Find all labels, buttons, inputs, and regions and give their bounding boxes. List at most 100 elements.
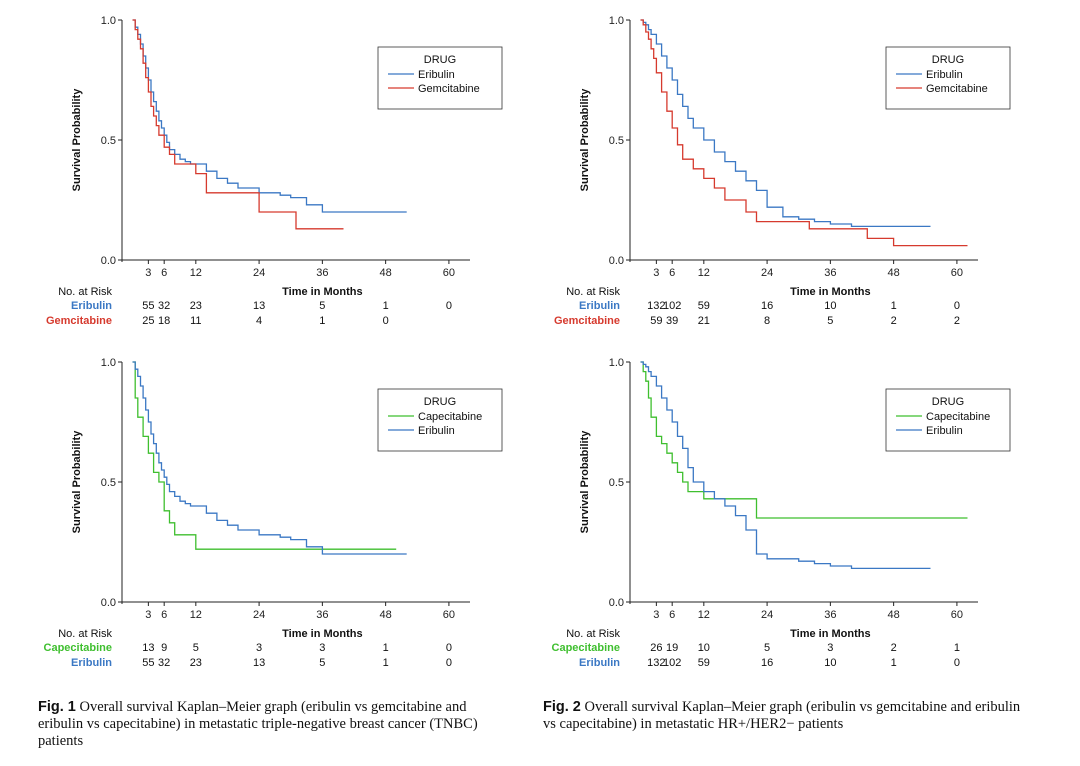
x-tick-label: 6 [161, 267, 167, 279]
risk-value: 5 [193, 642, 199, 654]
x-axis-label: Time in Months [282, 628, 362, 640]
x-tick-label: 36 [824, 609, 836, 621]
risk-row-label: Gemcitabine [554, 315, 620, 327]
legend-entry-eribulin: Eribulin [926, 425, 963, 437]
x-tick-label: 48 [888, 267, 900, 279]
risk-table-header: No. at Risk [58, 286, 112, 298]
risk-value: 1 [319, 315, 325, 327]
x-tick-label: 3 [653, 267, 659, 279]
x-tick-label: 48 [380, 267, 392, 279]
legend-title: DRUG [424, 396, 456, 408]
risk-value: 59 [698, 657, 710, 669]
risk-value: 32 [158, 657, 170, 669]
x-tick-label: 36 [316, 609, 328, 621]
figure-1-label: Fig. 1 [38, 699, 76, 715]
risk-value: 132 [647, 300, 665, 312]
series-line-capecitabine [640, 361, 968, 519]
x-tick-label: 6 [161, 609, 167, 621]
y-axis-label: Survival Probability [71, 430, 83, 534]
risk-value: 0 [446, 300, 452, 312]
figure-2-text: Overall survival Kaplan–Meier graph (eri… [543, 699, 1021, 732]
y-tick-label: 0.5 [101, 477, 116, 489]
risk-value: 5 [319, 657, 325, 669]
x-tick-label: 48 [380, 609, 392, 621]
risk-row-label: Capecitabine [44, 642, 112, 654]
risk-value: 2 [891, 642, 897, 654]
series-line-eribulin [640, 361, 931, 570]
risk-row-label: Capecitabine [552, 642, 620, 654]
km-chart-1: 0.0 0.5 1.0 3 6 12 24 36 48 60 Survival Probabilit… [46, 15, 503, 327]
figure-1-text: Overall survival Kaplan–Meier graph (eri… [38, 699, 478, 749]
risk-row-label: Eribulin [71, 657, 112, 669]
risk-value: 16 [761, 657, 773, 669]
risk-value: 1 [383, 300, 389, 312]
km-chart-panel-1: 0.0 0.5 1.0 3 6 12 24 36 48 60 Survival Probabilit… [0, 5, 520, 335]
risk-value: 0 [954, 657, 960, 669]
y-tick-label: 0.5 [609, 477, 624, 489]
x-tick-label: 12 [190, 267, 202, 279]
y-tick-label: 1.0 [101, 15, 116, 27]
legend: DRUG Capecitabine Eribulin [885, 388, 1011, 452]
series-line-gemcitabine [132, 19, 344, 230]
risk-value: 3 [319, 642, 325, 654]
risk-value: 10 [824, 300, 836, 312]
legend-title: DRUG [424, 54, 456, 66]
risk-value: 102 [663, 300, 681, 312]
y-tick-label: 0.0 [609, 255, 624, 267]
legend-box [885, 46, 1011, 110]
x-axis-label: Time in Months [282, 286, 362, 298]
risk-value: 26 [650, 642, 662, 654]
risk-value: 23 [190, 300, 202, 312]
km-chart-panel-4: 0.0 0.5 1.0 3 6 12 24 36 48 60 Survival Probabilit… [508, 347, 1028, 677]
risk-value: 23 [190, 657, 202, 669]
risk-row-label: Gemcitabine [46, 315, 112, 327]
legend-entry-gemcitabine: Gemcitabine [418, 83, 480, 95]
legend: DRUG Capecitabine Eribulin [377, 388, 503, 452]
x-tick-label: 60 [443, 267, 455, 279]
risk-value: 21 [698, 315, 710, 327]
legend-box [885, 388, 1011, 452]
risk-value: 102 [663, 657, 681, 669]
risk-value: 3 [256, 642, 262, 654]
risk-value: 11 [190, 315, 201, 327]
x-tick-label: 12 [698, 267, 710, 279]
km-chart-panel-3: 0.0 0.5 1.0 3 6 12 24 36 48 60 Survival Probabilit… [0, 347, 520, 677]
risk-value: 2 [891, 315, 897, 327]
x-tick-label: 24 [761, 609, 773, 621]
x-tick-label: 3 [145, 267, 151, 279]
risk-table-header: No. at Risk [566, 286, 620, 298]
risk-value: 25 [142, 315, 154, 327]
risk-value: 1 [383, 657, 389, 669]
x-tick-label: 6 [669, 267, 675, 279]
risk-value: 10 [824, 657, 836, 669]
legend-box [377, 46, 503, 110]
risk-value: 55 [142, 300, 154, 312]
x-tick-label: 3 [653, 609, 659, 621]
x-tick-label: 12 [698, 609, 710, 621]
risk-value: 32 [158, 300, 170, 312]
x-tick-label: 24 [253, 609, 265, 621]
risk-value: 1 [891, 300, 897, 312]
x-tick-label: 3 [145, 609, 151, 621]
series-line-capecitabine [132, 361, 397, 550]
legend-entry-capecitabine: Capecitabine [926, 411, 990, 423]
series-line-eribulin [640, 19, 931, 228]
x-tick-label: 24 [761, 267, 773, 279]
risk-value: 1 [891, 657, 897, 669]
y-tick-label: 0.5 [101, 135, 116, 147]
y-tick-label: 0.0 [101, 255, 116, 267]
x-tick-label: 60 [951, 267, 963, 279]
risk-value: 9 [161, 642, 167, 654]
y-tick-label: 1.0 [609, 15, 624, 27]
x-axis-label: Time in Months [790, 286, 870, 298]
x-tick-label: 48 [888, 609, 900, 621]
risk-value: 13 [253, 657, 265, 669]
risk-row-label: Eribulin [71, 300, 112, 312]
figure-2-label: Fig. 2 [543, 699, 581, 715]
x-tick-label: 60 [951, 609, 963, 621]
y-tick-label: 0.0 [609, 597, 624, 609]
y-tick-label: 0.5 [609, 135, 624, 147]
risk-value: 0 [446, 657, 452, 669]
